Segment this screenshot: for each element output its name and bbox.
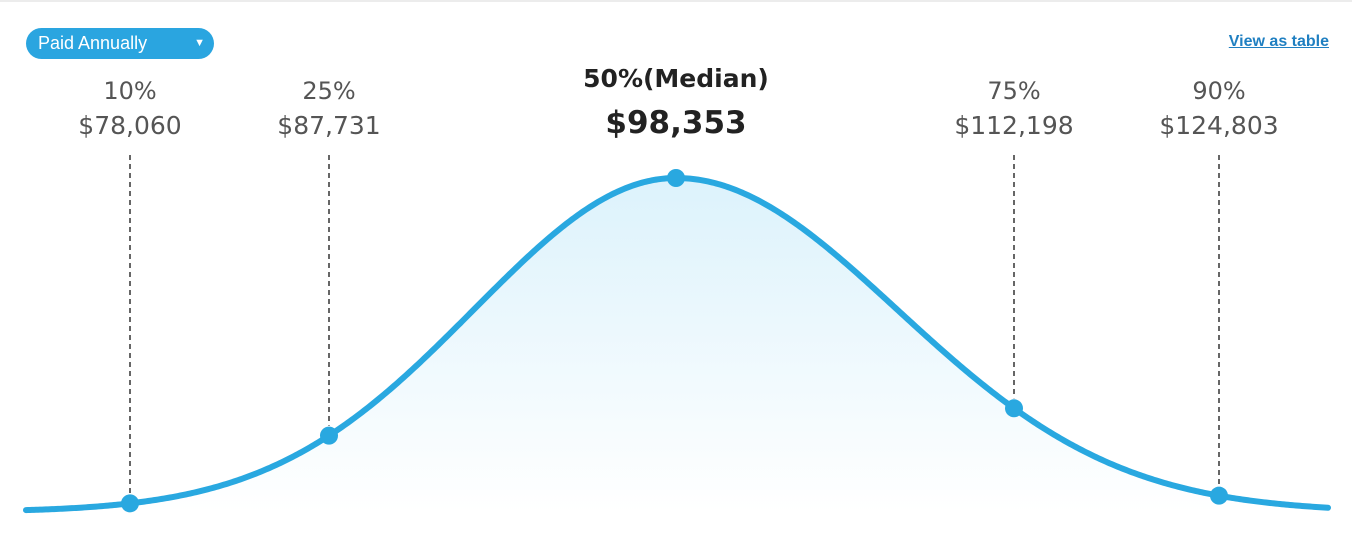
percentile-label: 90% — [1192, 77, 1245, 105]
percentile-point[interactable] — [667, 169, 685, 187]
percentile-label: 10% — [103, 77, 156, 105]
percentile-label: 75% — [987, 77, 1040, 105]
chevron-down-icon: ▼ — [194, 37, 205, 49]
pay-period-select[interactable]: Paid Annually ▼ — [26, 28, 214, 59]
percentile-point[interactable] — [1210, 486, 1228, 505]
chart-layer: 10% $78,060 25% $87,731 50%(Median) $98,353 75… — [23, 64, 1331, 514]
median-percentile-label: 50%(Median) — [583, 64, 769, 93]
percentile-salary-value: $112,198 — [954, 111, 1073, 140]
percentile-salary-value: $87,731 — [277, 111, 380, 140]
percentile-salary-value: $124,803 — [1159, 111, 1278, 140]
percentile-point[interactable] — [121, 494, 139, 513]
top-divider — [0, 0, 1352, 2]
median-salary-value: $98,353 — [605, 105, 746, 141]
view-as-table-link[interactable]: View as table — [1228, 33, 1329, 50]
pay-period-value: Paid Annually — [38, 33, 148, 53]
percentile-label: 25% — [302, 77, 355, 105]
distribution-area — [26, 178, 1328, 512]
percentile-point[interactable] — [320, 426, 338, 445]
percentile-salary-value: $78,060 — [78, 111, 181, 140]
percentile-point[interactable] — [1005, 399, 1023, 418]
